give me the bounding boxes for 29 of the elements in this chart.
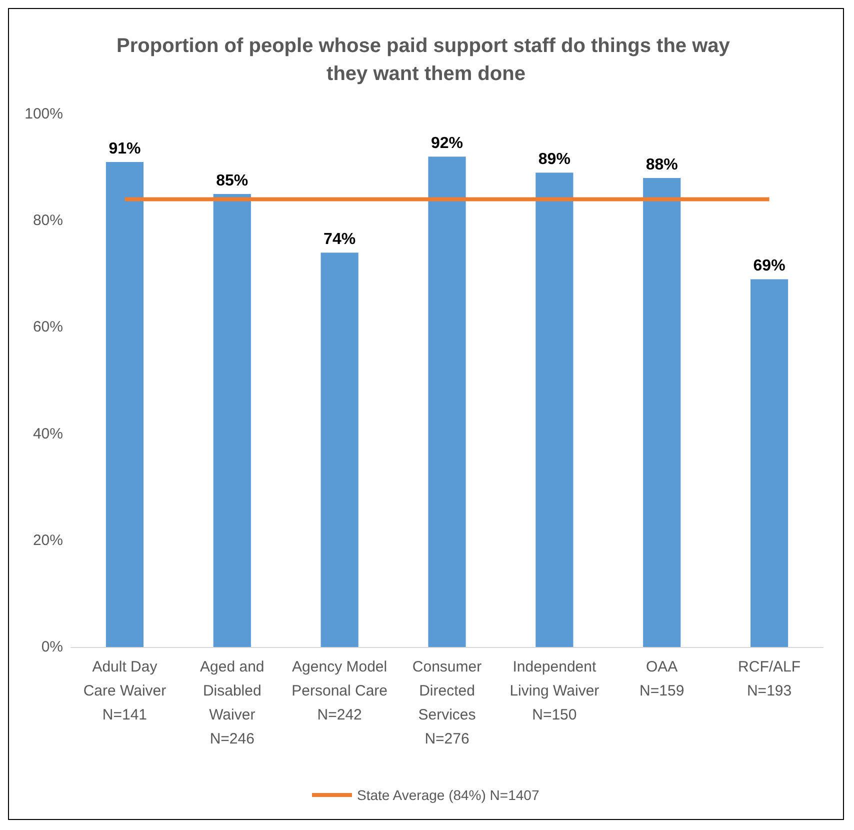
data-label: 74% [324, 231, 356, 248]
x-tick-label: Consumer Directed Services N=276 [412, 658, 482, 748]
bar [320, 252, 358, 647]
data-label: 69% [753, 258, 786, 275]
legend-label: State Average (84%) N=1407 [356, 787, 540, 803]
data-label: 89% [538, 151, 570, 168]
x-tick-label: Independent Living Waiver N=150 [510, 658, 600, 724]
bar [643, 178, 681, 647]
data-label: 91% [108, 140, 141, 158]
data-label: 85% [216, 172, 248, 190]
chart-title: Proportion of people whose paid support staff do things the way they want them done [116, 35, 736, 85]
x-tick-label: Aged and Disabled Waiver N=246 [200, 658, 264, 748]
x-tick-label: RCF/ALF N=193 [738, 658, 801, 700]
data-label: 92% [430, 135, 464, 152]
bar [536, 172, 574, 647]
y-tick-label: 20% [32, 532, 63, 549]
x-tick-label: Agency Model Personal Care N=242 [292, 658, 388, 724]
bar [428, 156, 466, 647]
y-tick-label: 40% [32, 425, 63, 442]
x-tick-label: Adult Day Care Waiver N=141 [83, 658, 166, 724]
data-label: 88% [646, 156, 678, 174]
y-tick-label: 100% [24, 106, 63, 122]
bar [750, 279, 788, 647]
bar [213, 194, 251, 647]
y-tick-label: 80% [32, 212, 63, 230]
y-tick-label: 0% [41, 638, 63, 656]
y-tick-label: 60% [32, 318, 63, 336]
bar [106, 162, 144, 647]
x-tick-label: OAA N=159 [640, 658, 684, 700]
